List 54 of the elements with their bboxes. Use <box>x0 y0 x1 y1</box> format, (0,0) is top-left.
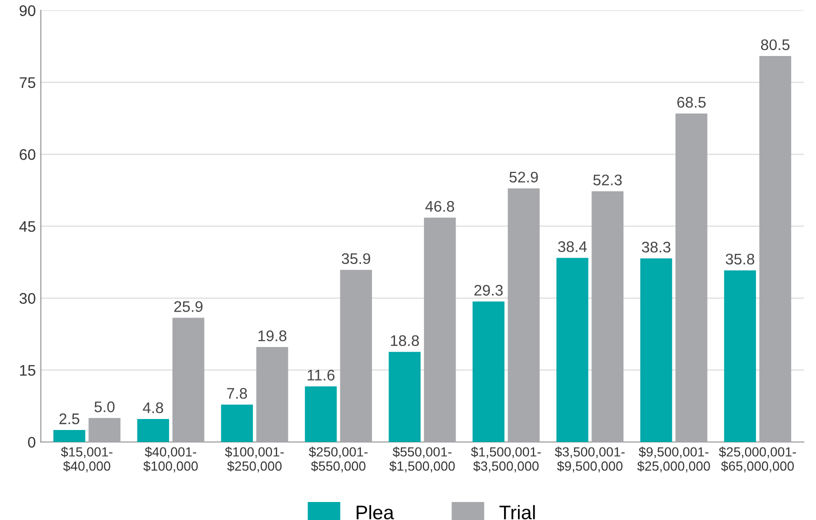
legend-label: Trial <box>499 505 535 520</box>
bar <box>759 56 792 442</box>
data-label: 19.8 <box>258 330 286 342</box>
bar <box>640 258 672 442</box>
bar <box>304 386 337 442</box>
data-label: 38.3 <box>642 242 670 253</box>
y-tick-label: 45 <box>19 221 36 232</box>
data-label: 25.9 <box>174 301 203 312</box>
bar <box>508 188 540 442</box>
x-tick-label: $15,001- $40,000 <box>61 446 112 472</box>
bar <box>88 418 120 442</box>
bar <box>472 301 504 442</box>
data-label: 52.9 <box>509 172 538 183</box>
data-label: 18.8 <box>390 335 419 346</box>
bar <box>172 318 204 442</box>
bar <box>424 218 456 442</box>
data-label: 46.8 <box>425 200 454 212</box>
y-tick-label: 0 <box>28 436 36 448</box>
y-tick-label: 30 <box>20 293 36 304</box>
legend-label: Plea <box>356 505 394 520</box>
x-tick-label: $9,500,001- $25,000,000 <box>637 446 710 472</box>
data-label: 29.3 <box>474 284 503 296</box>
x-tick-label: $40,001- $100,000 <box>143 446 198 472</box>
x-tick-label: $550,001- $1,500,000 <box>389 446 455 472</box>
data-label: 2.5 <box>59 413 80 424</box>
y-tick-label: 90 <box>20 5 36 16</box>
bar <box>137 418 170 442</box>
bar <box>556 258 588 442</box>
data-label: 38.4 <box>558 241 587 252</box>
y-tick-label: 15 <box>20 365 36 376</box>
bar <box>675 114 708 442</box>
bar <box>388 352 421 442</box>
bar <box>256 347 288 442</box>
bar <box>221 404 253 442</box>
x-tick-label: $1,500,001- $3,500,000 <box>471 446 541 472</box>
data-label: 35.8 <box>726 254 754 265</box>
data-label: 11.6 <box>308 370 334 381</box>
bar <box>340 270 372 442</box>
data-label: 52.3 <box>593 174 622 186</box>
bar <box>592 191 624 442</box>
x-tick-label: $3,500,001- $9,500,000 <box>554 446 625 472</box>
data-label: 68.5 <box>677 96 706 108</box>
data-label: 5.0 <box>94 401 115 412</box>
data-label: 80.5 <box>761 39 790 50</box>
bar <box>53 430 86 442</box>
x-tick-label: $100,001- $250,000 <box>225 446 284 472</box>
y-tick-label: 60 <box>20 149 36 160</box>
data-label: 7.8 <box>227 388 247 399</box>
y-tick-label: 75 <box>20 77 36 88</box>
data-label: 35.9 <box>342 253 370 264</box>
x-tick-label: $250,001- $550,000 <box>308 446 368 472</box>
data-label: 4.8 <box>142 402 164 414</box>
bar <box>724 270 756 442</box>
x-tick-label: $25,000,001- $65,000,000 <box>718 446 796 472</box>
